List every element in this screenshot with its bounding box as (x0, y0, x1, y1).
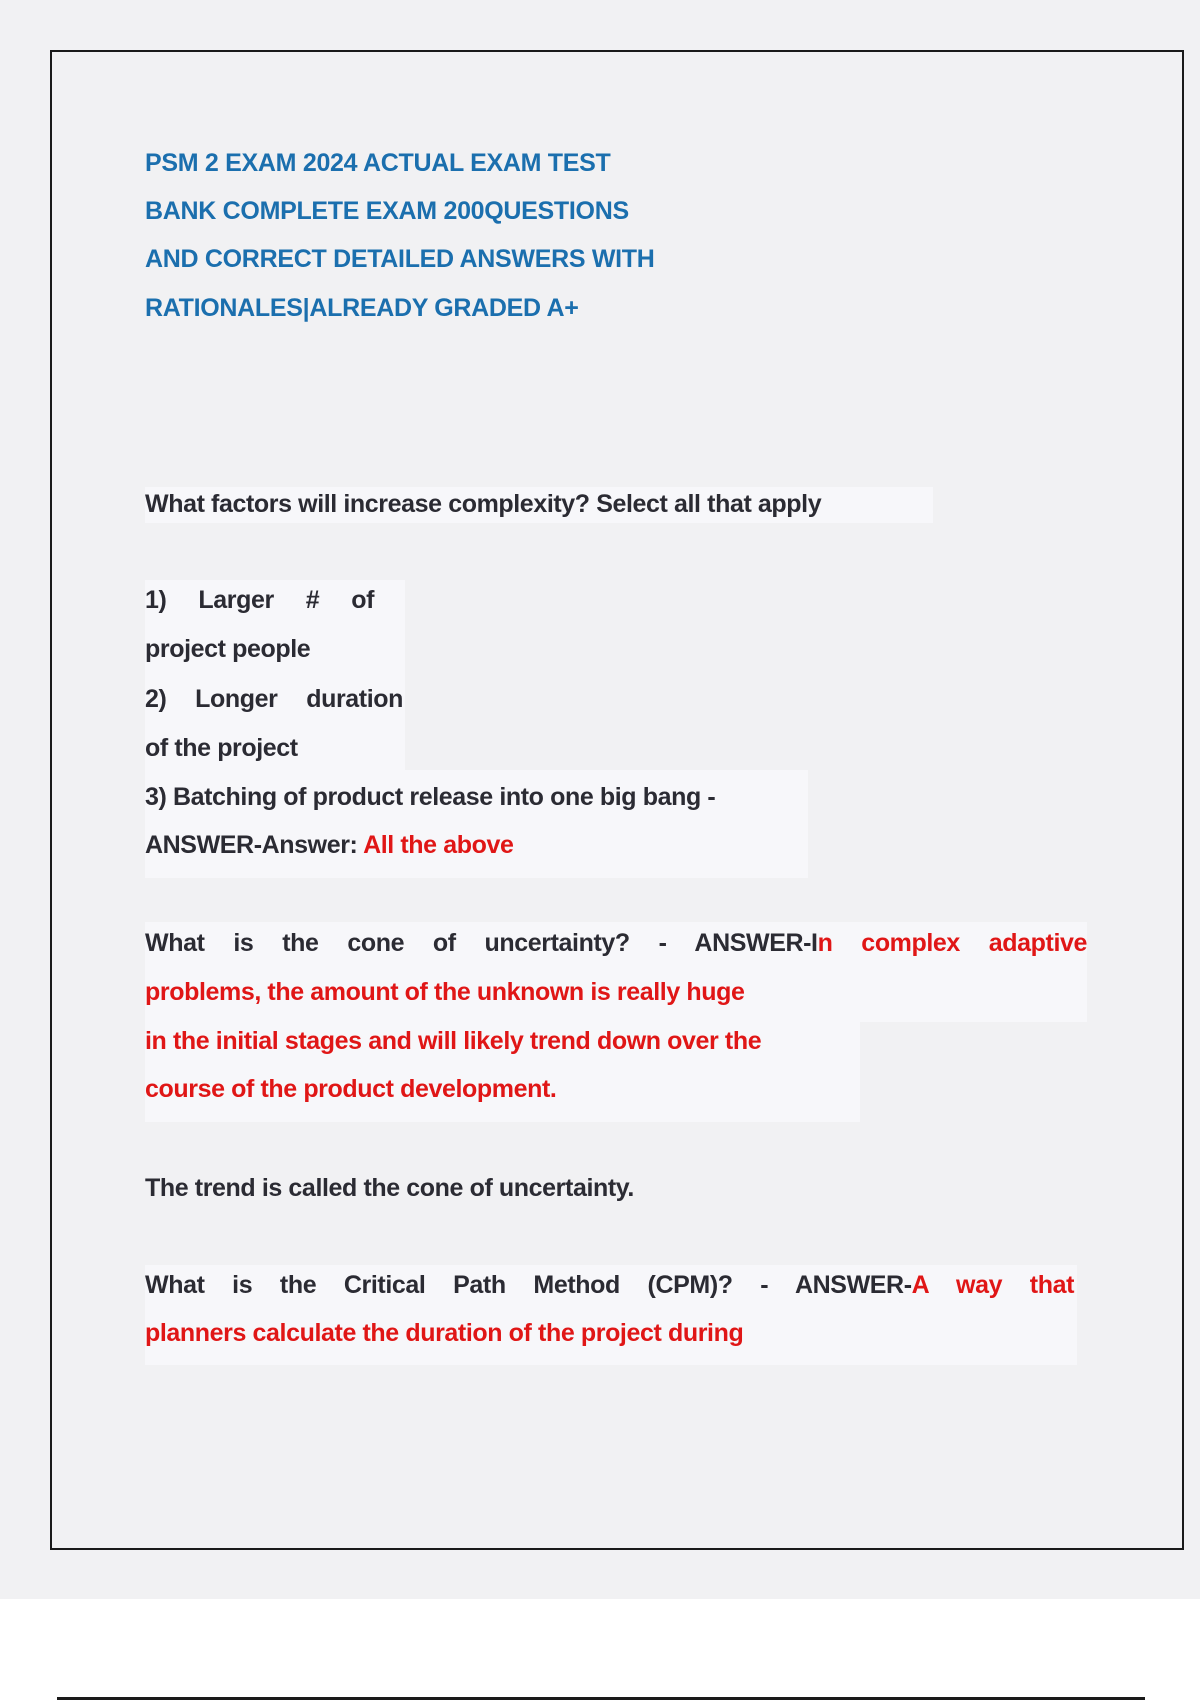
document-title-line-1: PSM 2 EXAM 2024 ACTUAL EXAM TEST (145, 149, 611, 177)
question-2-text: What is the cone of uncertainty? - ANSWE… (145, 929, 818, 957)
question-3: What is the Critical Path Method (CPM)? … (145, 1267, 1074, 1303)
highlight-q3 (145, 1265, 1077, 1365)
option-2b: of the project (145, 734, 298, 762)
answer-3-line-2: planners calculate the duration of the p… (145, 1319, 744, 1347)
note-2: The trend is called the cone of uncertai… (145, 1174, 634, 1202)
page-frame (50, 50, 1184, 1550)
highlight-options-2 (145, 680, 405, 770)
answer-2-line-2: problems, the amount of the unknown is r… (145, 978, 745, 1006)
question-3-text: What is the Critical Path Method (CPM)? … (145, 1271, 912, 1299)
option-2a: 2) Longer duration (145, 685, 403, 713)
highlight-q2b (145, 1022, 860, 1122)
answer-2-line-4: course of the product development. (145, 1075, 557, 1103)
answer-2-line-3: in the initial stages and will likely tr… (145, 1027, 762, 1055)
answer-1-text: All the above (363, 831, 514, 859)
document-title-line-3: AND CORRECT DETAILED ANSWERS WITH (145, 245, 655, 273)
question-2: What is the cone of uncertainty? - ANSWE… (145, 925, 1087, 961)
highlight-q2 (145, 922, 1087, 1022)
answer-2-line-1: n complex adaptive (817, 929, 1088, 957)
option-1b: project people (145, 635, 311, 663)
document-title-line-2: BANK COMPLETE EXAM 200QUESTIONS (145, 197, 629, 225)
answer-1-prefix: ANSWER-Answer: (145, 831, 364, 859)
highlight-q1 (145, 487, 933, 523)
question-1: What factors will increase complexity? S… (145, 490, 822, 518)
highlight-options-3 (145, 770, 808, 878)
document-title-line-4: RATIONALES|ALREADY GRADED A+ (145, 294, 579, 322)
answer-1: ANSWER-Answer: All the above (145, 827, 514, 863)
highlight-options (145, 580, 405, 680)
answer-3-line-1: A way that (911, 1271, 1075, 1299)
next-page-rule (57, 1697, 1145, 1700)
option-3: 3) Batching of product release into one … (145, 783, 716, 811)
option-1a: 1) Larger # of (145, 586, 374, 614)
